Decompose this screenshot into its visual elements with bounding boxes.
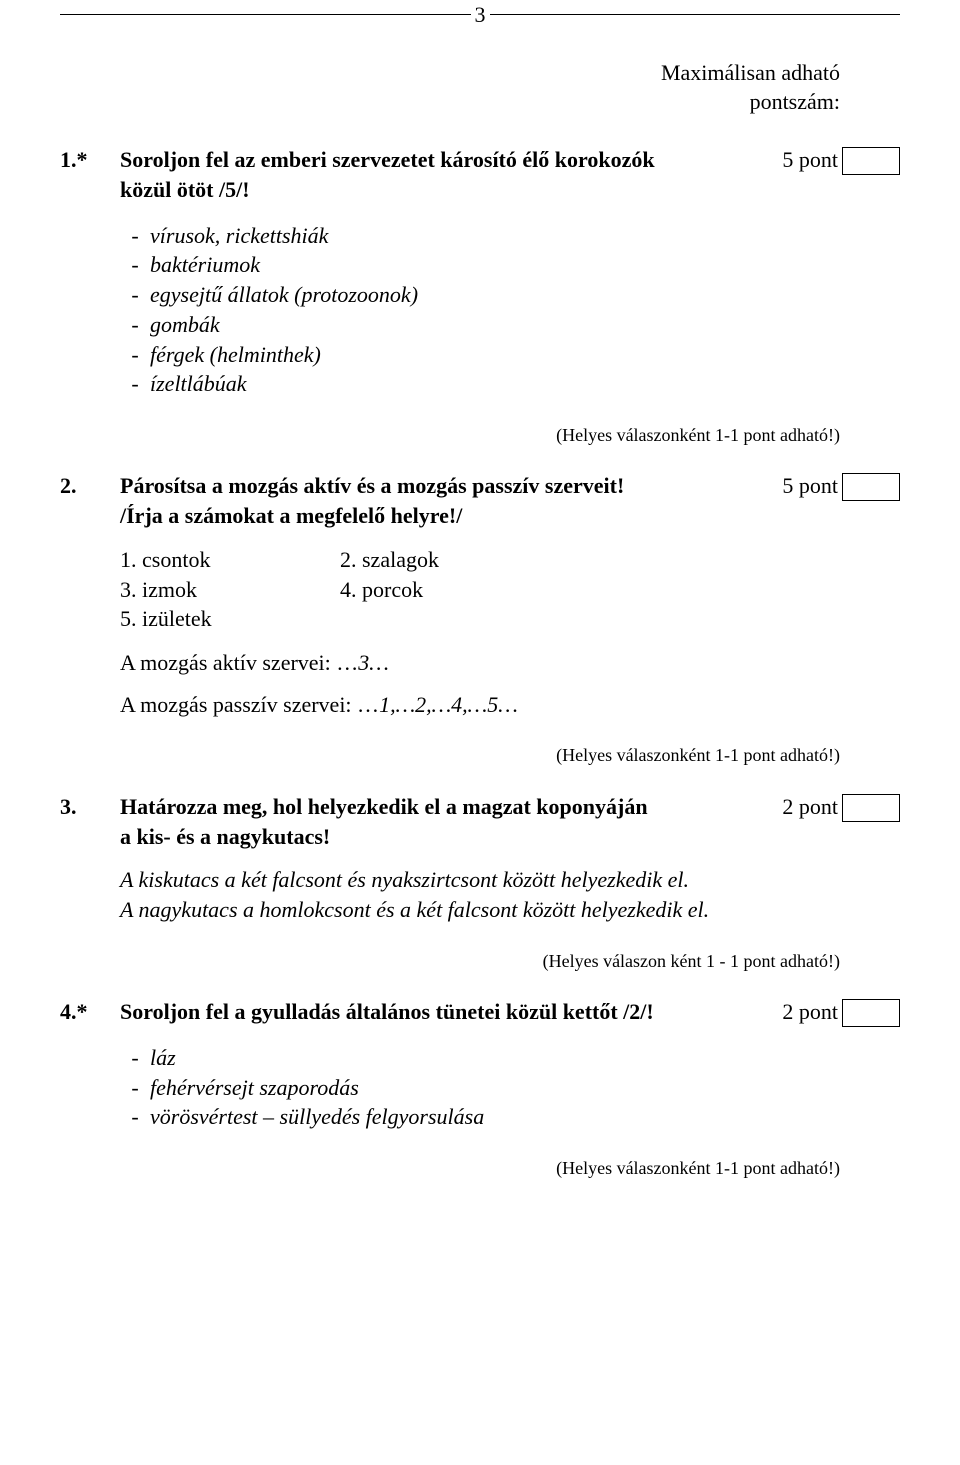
q2-aktiv-line: A mozgás aktív szervei: …3… bbox=[120, 648, 900, 678]
header-rule-right bbox=[490, 14, 901, 15]
q4-scoring-note: (Helyes válaszonként 1-1 pont adható!) bbox=[60, 1156, 840, 1180]
q3-number: 3. bbox=[60, 792, 120, 822]
q3-answer-line2: A nagykutacs a homlokcsont és a két falc… bbox=[120, 895, 900, 925]
q2-points: 5 pont bbox=[762, 471, 842, 501]
q1-number: 1.* bbox=[60, 145, 120, 175]
page-number: 3 bbox=[471, 0, 490, 30]
list-item: -vörösvértest – süllyedés felgyorsulása bbox=[120, 1102, 900, 1132]
page-header: 3 bbox=[60, 0, 900, 30]
list-item: -gombák bbox=[120, 310, 900, 340]
q3-answer-line1: A kiskutacs a két falcsont és nyakszirtc… bbox=[120, 865, 900, 895]
question-3: 3. Határozza meg, hol helyezkedik el a m… bbox=[60, 792, 900, 973]
q1-answers: -vírusok, rickettshiák -baktériumok -egy… bbox=[120, 221, 900, 399]
q2-text-line2: /Írja a számokat a megfelelő helyre!/ bbox=[120, 501, 900, 531]
q3-text-line1: Határozza meg, hol helyezkedik el a magz… bbox=[120, 794, 648, 819]
question-2: 2. Párosítsa a mozgás aktív és a mozgás … bbox=[60, 471, 900, 767]
q3-scoring-note: (Helyes válaszon ként 1 - 1 pont adható!… bbox=[60, 949, 840, 973]
header-rule-left bbox=[60, 14, 471, 15]
q1-score-box[interactable] bbox=[842, 147, 900, 175]
max-points-line1: Maximálisan adható bbox=[60, 58, 840, 88]
q2-opt-2: 2. szalagok bbox=[340, 545, 900, 575]
q4-points: 2 pont bbox=[762, 997, 842, 1027]
q1-text-line1: Soroljon fel az emberi szervezetet káros… bbox=[120, 147, 655, 172]
q4-answers: -láz -fehérvérsejt szaporodás -vörösvért… bbox=[120, 1043, 900, 1132]
list-item: -ízeltlábúak bbox=[120, 369, 900, 399]
q3-text-line2: a kis- és a nagykutacs! bbox=[120, 822, 900, 852]
question-1: 1.* Soroljon fel az emberi szervezetet k… bbox=[60, 145, 900, 447]
list-item: -egysejtű állatok (protozoonok) bbox=[120, 280, 900, 310]
q1-points: 5 pont bbox=[762, 145, 842, 175]
q2-number: 2. bbox=[60, 471, 120, 501]
q2-option-list: 1. csontok 2. szalagok 3. izmok 4. porco… bbox=[120, 545, 900, 634]
list-item: -baktériumok bbox=[120, 250, 900, 280]
q2-opt-3: 3. izmok bbox=[120, 575, 340, 605]
q2-score-box[interactable] bbox=[842, 473, 900, 501]
q4-score-box[interactable] bbox=[842, 999, 900, 1027]
max-points-label: Maximálisan adható pontszám: bbox=[60, 58, 840, 117]
q2-scoring-note: (Helyes válaszonként 1-1 pont adható!) bbox=[60, 743, 840, 767]
q3-points: 2 pont bbox=[762, 792, 842, 822]
q1-scoring-note: (Helyes válaszonként 1-1 pont adható!) bbox=[60, 423, 840, 447]
q1-text-line2: közül ötöt /5/! bbox=[120, 175, 900, 205]
list-item: -fehérvérsejt szaporodás bbox=[120, 1073, 900, 1103]
list-item: -vírusok, rickettshiák bbox=[120, 221, 900, 251]
q2-text-line1: Párosítsa a mozgás aktív és a mozgás pas… bbox=[120, 473, 624, 498]
q3-score-box[interactable] bbox=[842, 794, 900, 822]
q2-opt-1: 1. csontok bbox=[120, 545, 340, 575]
max-points-line2: pontszám: bbox=[60, 87, 840, 117]
q2-opt-4: 4. porcok bbox=[340, 575, 900, 605]
list-item: -férgek (helminthek) bbox=[120, 340, 900, 370]
list-item: -láz bbox=[120, 1043, 900, 1073]
q4-number: 4.* bbox=[60, 997, 120, 1027]
question-4: 4.* Soroljon fel a gyulladás általános t… bbox=[60, 997, 900, 1180]
q2-passziv-line: A mozgás passzív szervei: …1,…2,…4,…5… bbox=[120, 690, 900, 720]
q4-text: Soroljon fel a gyulladás általános tünet… bbox=[120, 999, 654, 1024]
q2-opt-5: 5. izületek bbox=[120, 604, 340, 634]
